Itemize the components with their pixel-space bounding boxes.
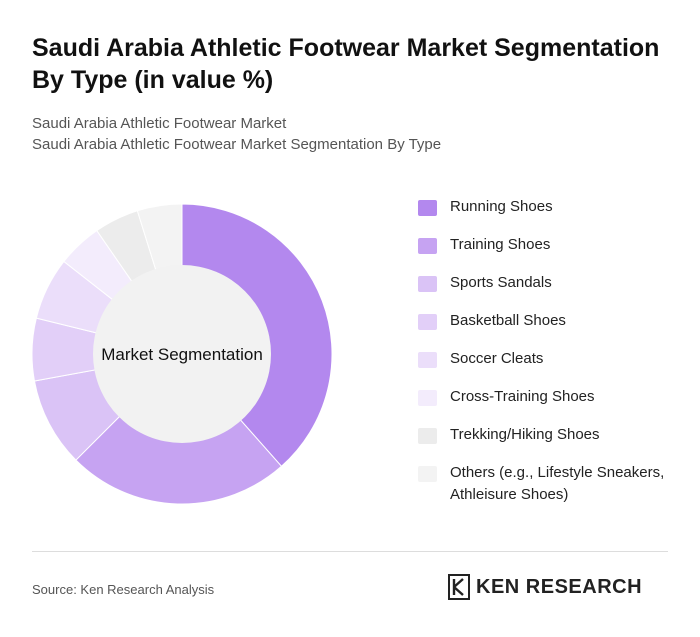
brand-logo: KEN RESEARCH [448, 574, 642, 600]
legend-label: Trekking/Hiking Shoes [450, 426, 600, 443]
legend-label: Training Shoes [450, 236, 551, 253]
footer-divider [32, 551, 668, 552]
legend-item: Cross-Training Shoes [418, 386, 688, 408]
legend-swatch [418, 276, 437, 292]
chart-legend: Running Shoes Training Shoes Sports Sandal… [418, 196, 688, 506]
brand-name: KEN RESEARCH [476, 575, 643, 598]
legend-item: Sports Sandals [418, 272, 688, 294]
legend-swatch [418, 352, 437, 368]
source-note: Source: Ken Research Analysis [32, 582, 215, 597]
subtitle-line-2: Saudi Arabia Athletic Footwear Market Se… [32, 136, 442, 153]
chart-title: Saudi Arabia Athletic Footwear Market Se… [32, 34, 660, 94]
legend-swatch [418, 428, 437, 444]
ken-research-logo-icon [448, 574, 470, 600]
donut-center-label: Market Segmentation [101, 345, 263, 364]
donut-center [93, 265, 271, 443]
legend-item: Soccer Cleats [418, 348, 688, 370]
legend-label: Sports Sandals [450, 274, 552, 291]
legend-swatch [418, 200, 437, 216]
legend-item: Training Shoes [418, 234, 688, 256]
legend-item: Basketball Shoes [418, 310, 688, 332]
legend-swatch [418, 466, 437, 482]
legend-item: Others (e.g., Lifestyle Sneakers, Athlei… [418, 462, 688, 506]
legend-swatch [418, 314, 437, 330]
donut-chart: Market Segmentation [31, 204, 333, 505]
legend-label: Basketball Shoes [450, 312, 566, 329]
legend-item: Running Shoes [418, 196, 688, 218]
legend-label: Running Shoes [450, 198, 553, 215]
legend-item: Trekking/Hiking Shoes [418, 424, 688, 446]
legend-label: Others (e.g., Lifestyle Sneakers, Athlei… [450, 464, 665, 503]
legend-swatch [418, 390, 437, 406]
legend-label: Cross-Training Shoes [450, 388, 595, 405]
legend-swatch [418, 238, 437, 254]
subtitle-line-1: Saudi Arabia Athletic Footwear Market [32, 115, 287, 132]
legend-label: Soccer Cleats [450, 350, 544, 367]
chart-subtitle: Saudi Arabia Athletic Footwear Market Sa… [32, 113, 672, 155]
